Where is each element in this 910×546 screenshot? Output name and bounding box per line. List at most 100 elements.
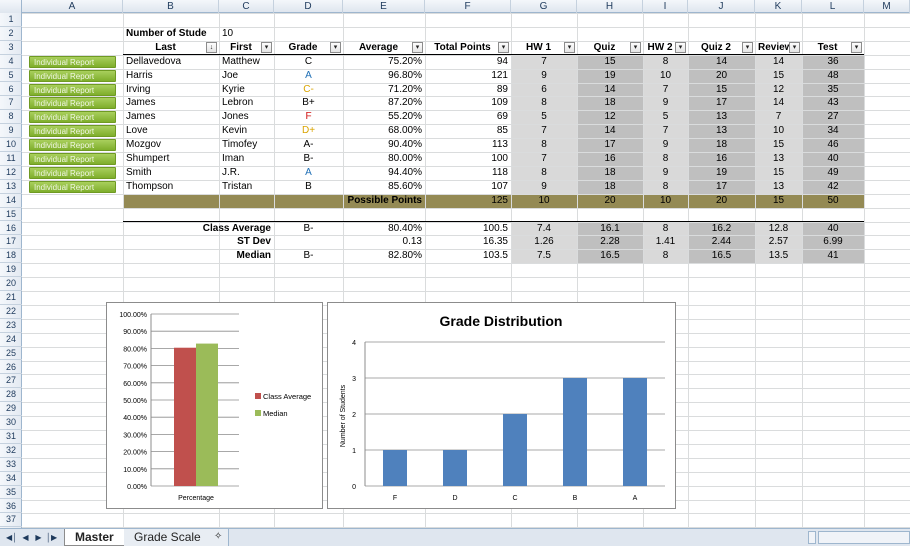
grade-cell[interactable]: F bbox=[305, 111, 312, 123]
average-cell[interactable]: 90.40% bbox=[388, 139, 422, 151]
grade-cell[interactable]: B+ bbox=[302, 97, 315, 109]
row-header-27[interactable]: 27 bbox=[0, 374, 22, 389]
horizontal-scrollbar[interactable] bbox=[818, 531, 910, 544]
last-name-cell[interactable]: Love bbox=[126, 125, 148, 137]
individual-report-button[interactable]: Individual Report bbox=[29, 166, 116, 179]
filter-dropdown-icon[interactable]: ↓ bbox=[206, 42, 217, 54]
row-header-10[interactable]: 10 bbox=[0, 138, 22, 152]
average-cell[interactable]: 96.80% bbox=[388, 69, 422, 81]
row-header-9[interactable]: 9 bbox=[0, 124, 22, 139]
score-cell[interactable]: 18 bbox=[715, 139, 728, 151]
stat-grade-cell[interactable] bbox=[274, 235, 343, 249]
last-name-cell[interactable]: Thompson bbox=[126, 180, 174, 192]
score-cell[interactable]: 14 bbox=[772, 97, 785, 109]
score-cell[interactable]: 8 bbox=[662, 55, 669, 67]
stat-score-cell[interactable]: 16.5 bbox=[711, 250, 732, 262]
grade-distribution-chart[interactable]: Grade Distribution 0 1 2 3 4 Number of Student… bbox=[327, 302, 676, 509]
column-header-c[interactable]: C bbox=[219, 0, 274, 13]
column-heading[interactable]: Average bbox=[358, 41, 399, 53]
stat-score-cell[interactable]: 1.41 bbox=[655, 236, 676, 248]
average-cell[interactable]: 94.40% bbox=[388, 166, 422, 178]
filter-dropdown-icon[interactable]: ▾ bbox=[564, 42, 575, 54]
filter-dropdown-icon[interactable]: ▾ bbox=[630, 42, 641, 54]
score-cell[interactable]: 27 bbox=[827, 111, 839, 123]
grade-cell[interactable]: A bbox=[305, 69, 312, 81]
column-header-d[interactable]: D bbox=[274, 0, 343, 13]
row-header-2[interactable]: 2 bbox=[0, 27, 22, 41]
score-cell[interactable]: 5 bbox=[662, 111, 669, 123]
row-header-14[interactable]: 14 bbox=[0, 194, 22, 208]
last-name-cell[interactable]: Dellavedova bbox=[126, 55, 182, 67]
possible-points-label[interactable]: Possible Points bbox=[347, 194, 422, 206]
total-points-cell[interactable]: 69 bbox=[496, 111, 508, 123]
column-heading[interactable]: Quiz 2 bbox=[700, 41, 731, 53]
individual-report-button[interactable]: Individual Report bbox=[29, 153, 116, 165]
score-cell[interactable]: 14 bbox=[604, 83, 616, 95]
score-cell[interactable]: 13 bbox=[715, 125, 728, 137]
row-header-5[interactable]: 5 bbox=[0, 69, 22, 83]
row-header-20[interactable]: 20 bbox=[0, 277, 22, 291]
individual-report-button[interactable]: Individual Report bbox=[29, 111, 116, 124]
score-cell[interactable]: 40 bbox=[827, 153, 839, 164]
column-header-g[interactable]: G bbox=[511, 0, 577, 13]
tab-split-handle[interactable] bbox=[808, 531, 816, 544]
row-header-33[interactable]: 33 bbox=[0, 458, 22, 472]
total-points-cell[interactable]: 118 bbox=[492, 166, 508, 178]
score-cell[interactable]: 17 bbox=[715, 97, 728, 109]
column-header-a[interactable]: A bbox=[22, 0, 123, 13]
row-header-36[interactable]: 36 bbox=[0, 500, 22, 514]
average-cell[interactable]: 68.00% bbox=[388, 125, 422, 137]
column-header-i[interactable]: I bbox=[643, 0, 688, 13]
filter-dropdown-icon[interactable]: ▾ bbox=[412, 42, 423, 54]
row-header-6[interactable]: 6 bbox=[0, 83, 22, 97]
row-header-26[interactable]: 26 bbox=[0, 361, 22, 375]
score-cell[interactable]: 12 bbox=[772, 83, 785, 95]
num-students-value[interactable]: 10 bbox=[222, 27, 234, 39]
score-cell[interactable]: 9 bbox=[662, 97, 669, 109]
stat-score-cell[interactable]: 13.5 bbox=[768, 250, 789, 262]
first-name-cell[interactable]: J.R. bbox=[222, 166, 240, 178]
individual-report-button[interactable]: Individual Report bbox=[29, 55, 116, 68]
column-heading[interactable]: Review bbox=[758, 41, 793, 53]
individual-report-button[interactable]: Individual Report bbox=[29, 180, 116, 193]
row-header-18[interactable]: 18 bbox=[0, 249, 22, 264]
score-cell[interactable]: 15 bbox=[772, 166, 785, 178]
row-header-37[interactable]: 37 bbox=[0, 513, 22, 528]
score-cell[interactable]: 43 bbox=[827, 97, 839, 109]
column-header-m[interactable]: M bbox=[864, 0, 910, 13]
stat-total-cell[interactable]: 16.35 bbox=[482, 236, 508, 248]
score-cell[interactable]: 16 bbox=[604, 153, 616, 164]
row-header-21[interactable]: 21 bbox=[0, 291, 22, 305]
score-cell[interactable]: 15 bbox=[772, 139, 785, 151]
row-header-24[interactable]: 24 bbox=[0, 333, 22, 347]
individual-report-button[interactable]: Individual Report bbox=[29, 97, 116, 110]
stat-score-cell[interactable]: 8 bbox=[662, 222, 669, 234]
score-cell[interactable]: 19 bbox=[604, 69, 616, 81]
column-heading[interactable]: Quiz bbox=[593, 41, 616, 53]
grade-cell[interactable]: A bbox=[305, 166, 312, 178]
total-points-cell[interactable]: 109 bbox=[491, 97, 508, 109]
individual-report-button[interactable]: Individual Report bbox=[29, 69, 116, 82]
score-cell[interactable]: 8 bbox=[541, 166, 547, 178]
last-name-cell[interactable]: Smith bbox=[126, 166, 152, 178]
score-cell[interactable]: 9 bbox=[541, 69, 547, 81]
row-header-16[interactable]: 16 bbox=[0, 222, 22, 236]
score-cell[interactable]: 19 bbox=[715, 166, 728, 178]
row-header-23[interactable]: 23 bbox=[0, 319, 22, 333]
average-cell[interactable]: 87.20% bbox=[388, 97, 422, 109]
stat-grade-cell[interactable]: B- bbox=[303, 222, 314, 234]
row-header-4[interactable]: 4 bbox=[0, 55, 22, 69]
filter-dropdown-icon[interactable]: ▾ bbox=[789, 42, 800, 54]
first-name-cell[interactable]: Tristan bbox=[222, 180, 253, 192]
first-name-cell[interactable]: Matthew bbox=[222, 55, 260, 67]
score-cell[interactable]: 8 bbox=[541, 97, 547, 109]
first-name-cell[interactable]: Kyrie bbox=[222, 83, 245, 95]
average-cell[interactable]: 80.00% bbox=[388, 153, 422, 164]
row-header-13[interactable]: 13 bbox=[0, 180, 22, 194]
row-header-25[interactable]: 25 bbox=[0, 347, 22, 361]
row-header-1[interactable]: 1 bbox=[0, 13, 22, 27]
individual-report-button[interactable]: Individual Report bbox=[29, 83, 116, 96]
first-name-cell[interactable]: Joe bbox=[222, 69, 239, 81]
stat-score-cell[interactable]: 6.99 bbox=[823, 236, 843, 248]
stat-score-cell[interactable]: 12.8 bbox=[768, 222, 789, 234]
